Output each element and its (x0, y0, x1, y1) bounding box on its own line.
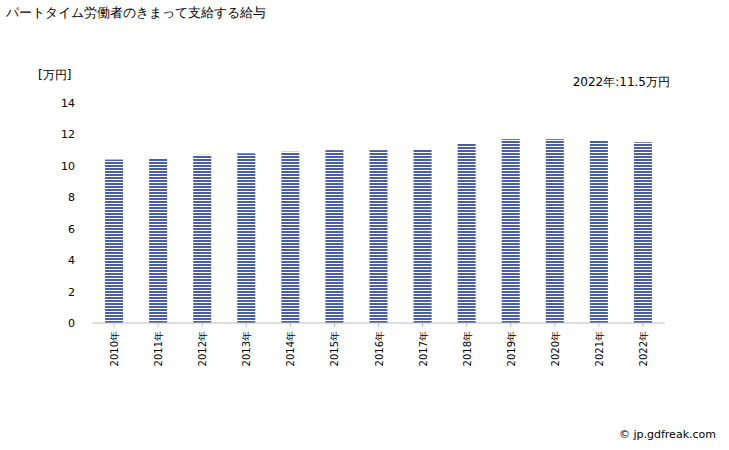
annotation: 2022年:11.5万円 (573, 75, 670, 89)
bars (105, 139, 652, 323)
x-tick-label: 2013年 (241, 331, 252, 366)
bar (634, 142, 652, 323)
x-tick (598, 323, 599, 327)
y-tick (89, 291, 92, 292)
bar (414, 149, 432, 323)
y-tick-label: 14 (61, 97, 75, 110)
bar (502, 139, 520, 323)
y-tick (89, 323, 92, 324)
y-tick (89, 134, 92, 135)
bar (237, 153, 255, 323)
x-tick (378, 323, 379, 327)
y-tick-label: 6 (68, 223, 75, 236)
y-tick (89, 228, 92, 229)
x-tick-label: 2021年 (594, 331, 605, 366)
y-tick (89, 165, 92, 166)
x-tick-label: 2010年 (109, 331, 120, 366)
x-tick (334, 323, 335, 327)
y-tick (89, 103, 92, 104)
bar (193, 155, 211, 323)
bar (281, 152, 299, 323)
bar (149, 158, 167, 323)
title: パートタイム労働者のきまって支給する給与 (5, 5, 266, 20)
x-tick (466, 323, 467, 327)
y-tick (89, 260, 92, 261)
bar (105, 160, 123, 323)
x-tick-label: 2014年 (285, 331, 296, 366)
x-tick-label: 2012年 (197, 331, 208, 366)
x-tick (202, 323, 203, 327)
x-tick-label: 2019年 (506, 331, 517, 366)
x-tick (422, 323, 423, 327)
y-tick-label: 10 (61, 160, 75, 173)
x-tick-label: 2016年 (374, 331, 385, 366)
x-tick (510, 323, 511, 327)
x-tick-label: 2017年 (418, 331, 429, 366)
y-tick-label: 2 (68, 286, 75, 299)
y-tick-label: 8 (68, 191, 75, 204)
y-tick-label: 4 (68, 254, 75, 267)
source: © jp.gdfreak.com (619, 428, 716, 441)
bar (370, 150, 388, 323)
y-tick-label: 0 (68, 317, 75, 330)
bar (590, 141, 608, 323)
x-tick (114, 323, 115, 327)
x-tick (554, 323, 555, 327)
bar (546, 139, 564, 323)
x-tick-label: 2018年 (462, 331, 473, 366)
x-tick (158, 323, 159, 327)
y-tick-label: 12 (61, 128, 75, 141)
chart: パートタイム労働者のきまって支給する給与 [万円] 2022年:11.5万円 © jp… (0, 0, 729, 450)
bar (325, 150, 343, 323)
x-tick-label: 2011年 (153, 331, 164, 366)
bar (458, 144, 476, 323)
x-tick (642, 323, 643, 327)
x-tick-label: 2020年 (550, 331, 561, 366)
y-label: [万円] (38, 68, 71, 82)
x-tick-label: 2022年 (638, 331, 649, 366)
x-tick (246, 323, 247, 327)
x-tick (290, 323, 291, 327)
x-tick-label: 2015年 (329, 331, 340, 366)
y-tick (89, 197, 92, 198)
